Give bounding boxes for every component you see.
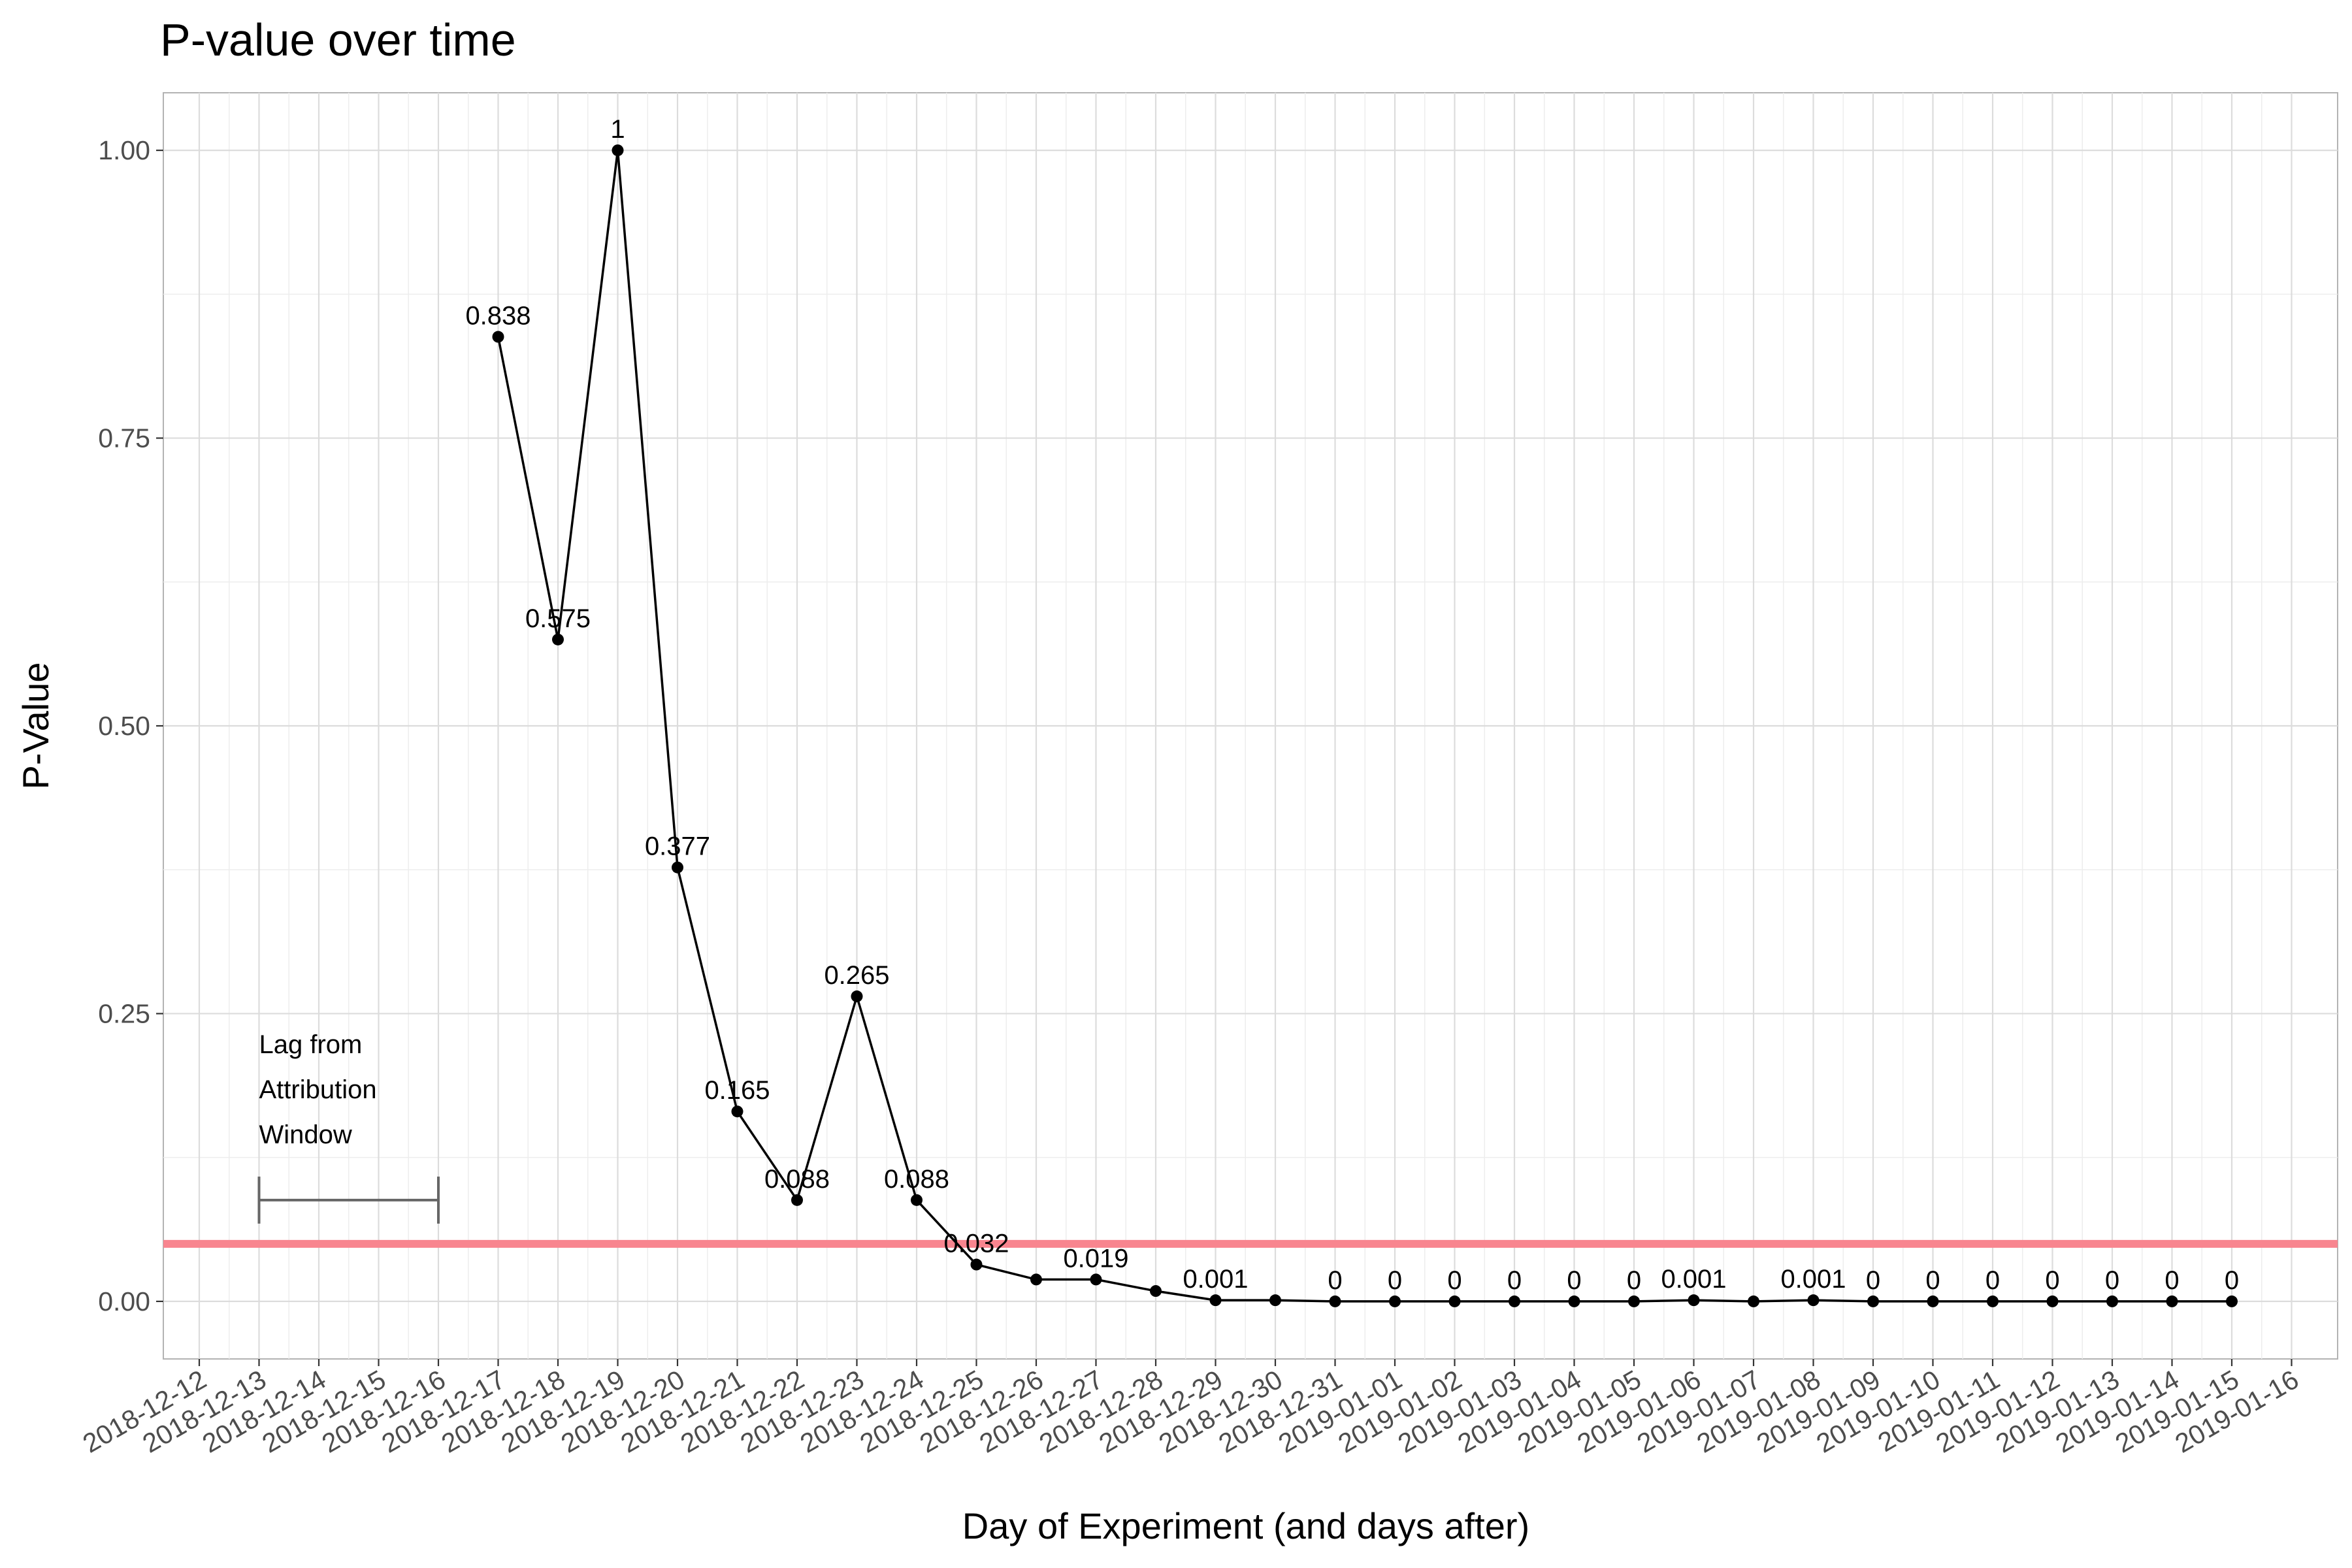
data-label: 0.032 bbox=[943, 1230, 1009, 1258]
data-label: 0.165 bbox=[704, 1076, 770, 1105]
lag-annotation-text: Attribution bbox=[259, 1075, 377, 1104]
x-axis: 2018-12-122018-12-132018-12-142018-12-15… bbox=[78, 1359, 2304, 1459]
data-point bbox=[851, 990, 863, 1003]
major-gridlines bbox=[163, 93, 2338, 1359]
data-point bbox=[1030, 1273, 1042, 1286]
data-point bbox=[2166, 1295, 2178, 1307]
data-point bbox=[791, 1194, 803, 1206]
data-point bbox=[552, 633, 564, 645]
data-point bbox=[612, 144, 624, 157]
data-label: 0.575 bbox=[525, 604, 591, 633]
data-label: 0 bbox=[1507, 1266, 1522, 1295]
lag-annotation-text: Lag from bbox=[259, 1030, 363, 1059]
data-point bbox=[1090, 1273, 1102, 1286]
data-point bbox=[1568, 1295, 1580, 1307]
data-label: 0 bbox=[1567, 1266, 1581, 1295]
lag-annotation-group: Lag from Attribution Window bbox=[257, 1030, 440, 1224]
data-label: 0.377 bbox=[645, 832, 710, 861]
data-point bbox=[731, 1105, 743, 1118]
data-label: 0.088 bbox=[764, 1165, 830, 1194]
y-tick-label: 1.00 bbox=[98, 135, 150, 165]
data-point bbox=[1688, 1294, 1700, 1307]
y-tick-label: 0.75 bbox=[98, 423, 150, 453]
data-point bbox=[1807, 1294, 1820, 1307]
data-label: 0.001 bbox=[1661, 1265, 1726, 1294]
data-point bbox=[1209, 1294, 1222, 1307]
data-label: 0.088 bbox=[884, 1165, 949, 1194]
data-label: 0 bbox=[2105, 1266, 2119, 1295]
data-label: 0 bbox=[1388, 1266, 1402, 1295]
x-axis-title: Day of Experiment (and days after) bbox=[962, 1505, 1529, 1546]
data-label: 0 bbox=[1328, 1266, 1342, 1295]
y-axis-title: P-Value bbox=[15, 662, 56, 789]
data-point bbox=[2046, 1295, 2059, 1307]
y-tick-label: 0.25 bbox=[98, 998, 150, 1028]
data-label: 0 bbox=[2045, 1266, 2059, 1295]
data-label: 0 bbox=[1985, 1266, 2000, 1295]
data-point bbox=[970, 1258, 983, 1271]
series-group bbox=[492, 144, 2238, 1307]
series-line bbox=[497, 150, 2232, 1303]
y-tick-label: 0.50 bbox=[98, 711, 150, 741]
data-point bbox=[1927, 1295, 1939, 1307]
data-point bbox=[2106, 1295, 2118, 1307]
data-point bbox=[1628, 1295, 1640, 1307]
data-label: 0.019 bbox=[1063, 1244, 1128, 1273]
data-point bbox=[1389, 1295, 1401, 1307]
data-label: 0 bbox=[1627, 1266, 1641, 1295]
data-point bbox=[2226, 1295, 2238, 1307]
data-point bbox=[1150, 1285, 1162, 1298]
data-point bbox=[1329, 1295, 1341, 1307]
data-label: 1 bbox=[610, 115, 625, 144]
chart-title: P-value over time bbox=[160, 14, 516, 65]
data-label: 0.838 bbox=[465, 302, 531, 331]
data-label: 0 bbox=[1925, 1266, 1940, 1295]
data-point bbox=[1509, 1295, 1520, 1307]
data-label: 0.001 bbox=[1183, 1265, 1248, 1294]
data-point bbox=[492, 331, 504, 343]
data-point bbox=[1269, 1294, 1281, 1307]
data-point bbox=[672, 861, 683, 874]
y-axis: 0.00 0.25 0.50 0.75 1.00 bbox=[98, 135, 163, 1316]
lag-annotation-text: Window bbox=[259, 1120, 352, 1149]
data-label: 0 bbox=[1447, 1266, 1462, 1295]
y-tick-label: 0.00 bbox=[98, 1286, 150, 1316]
data-labels-group: 0.838 0.575 1 0.377 0.165 0.088 0.265 0.088 0.03… bbox=[465, 115, 2239, 1295]
data-label: 0.265 bbox=[824, 961, 889, 990]
data-point bbox=[1867, 1295, 1879, 1307]
data-point bbox=[1448, 1295, 1461, 1307]
data-point bbox=[1987, 1295, 1999, 1307]
data-label: 0 bbox=[2164, 1266, 2179, 1295]
data-label: 0 bbox=[1866, 1266, 1880, 1295]
data-label: 0 bbox=[2225, 1266, 2239, 1295]
data-point bbox=[1748, 1295, 1759, 1307]
data-label: 0.001 bbox=[1780, 1265, 1846, 1294]
data-point bbox=[911, 1194, 923, 1206]
